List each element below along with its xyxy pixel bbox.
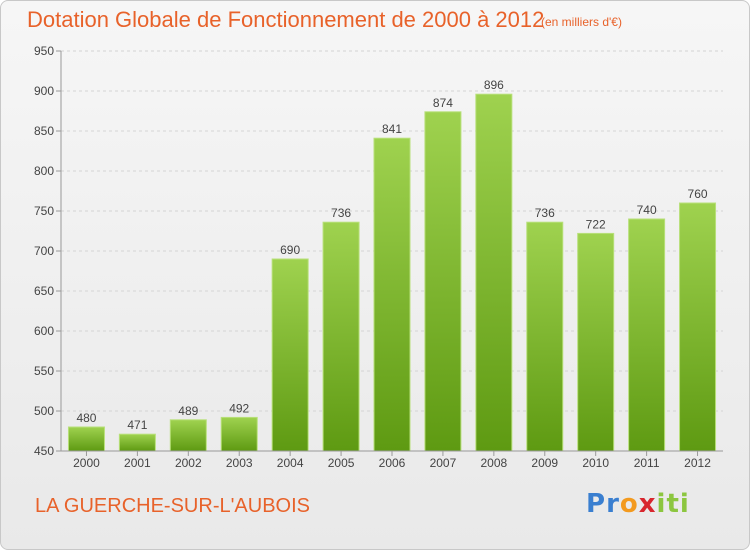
logo-letter: o — [619, 489, 639, 519]
bar-2005 — [322, 221, 360, 452]
bar-value-label: 690 — [280, 243, 300, 257]
bar-2006 — [373, 137, 411, 452]
bar-value-label: 874 — [433, 96, 453, 110]
logo-letter: x — [638, 489, 657, 519]
commune-name: LA GUERCHE-SUR-L'AUBOIS — [35, 495, 310, 517]
bar-2012 — [679, 202, 717, 452]
x-tick-label: 2011 — [634, 456, 660, 470]
logo-letter: r — [606, 489, 620, 519]
bar-2001 — [118, 433, 156, 452]
bar-value-label: 736 — [331, 206, 351, 220]
x-tick-label: 2000 — [73, 456, 100, 470]
bar-value-label: 471 — [127, 418, 147, 432]
y-tick-label: 600 — [34, 324, 54, 338]
x-tick-label: 2010 — [582, 456, 609, 470]
bar-2004 — [271, 258, 309, 452]
chart-title: Dotation Globale de Fonctionnement de 20… — [27, 7, 545, 32]
bar-value-label: 841 — [382, 122, 402, 136]
y-tick-label: 650 — [34, 284, 54, 298]
logo-letter: i — [679, 489, 690, 519]
chart-subtitle: (en milliers d'€) — [541, 15, 622, 29]
x-tick-label: 2006 — [379, 456, 406, 470]
y-tick-label: 450 — [34, 444, 54, 458]
bar-value-label: 722 — [586, 217, 606, 231]
bar-2003 — [220, 416, 258, 452]
bar-value-label: 740 — [637, 203, 657, 217]
bar-value-label: 760 — [688, 187, 708, 201]
bar-value-label: 896 — [484, 78, 504, 92]
x-tick-label: 2003 — [226, 456, 253, 470]
proxiti-logo: Proxiti — [586, 489, 690, 519]
x-tick-label: 2001 — [124, 456, 151, 470]
x-tick-label: 2009 — [531, 456, 558, 470]
bar-2010 — [577, 232, 615, 452]
x-tick-label: 2007 — [430, 456, 457, 470]
logo-letter: P — [586, 489, 607, 519]
bar-value-label: 489 — [178, 404, 198, 418]
x-tick-label: 2002 — [175, 456, 202, 470]
bar-2011 — [628, 218, 666, 452]
x-tick-label: 2012 — [684, 456, 711, 470]
bar-2007 — [424, 111, 462, 452]
logo-letter: i — [656, 489, 667, 519]
x-tick-label: 2005 — [328, 456, 355, 470]
bar-value-label: 492 — [229, 401, 249, 415]
bar-value-label: 480 — [76, 411, 96, 425]
bar-2000 — [67, 426, 105, 452]
logo-letter: t — [666, 489, 680, 519]
y-tick-label: 500 — [34, 404, 54, 418]
y-tick-label: 800 — [34, 164, 54, 178]
y-tick-label: 950 — [34, 44, 54, 58]
bar-2002 — [169, 419, 207, 452]
bar-2008 — [475, 93, 513, 452]
y-tick-label: 850 — [34, 124, 54, 138]
y-tick-label: 900 — [34, 84, 54, 98]
y-tick-label: 550 — [34, 364, 54, 378]
x-tick-label: 2004 — [277, 456, 304, 470]
bar-2009 — [526, 221, 564, 452]
y-tick-label: 700 — [34, 244, 54, 258]
bar-value-label: 736 — [535, 206, 555, 220]
x-tick-label: 2008 — [480, 456, 507, 470]
y-tick-label: 750 — [34, 204, 54, 218]
